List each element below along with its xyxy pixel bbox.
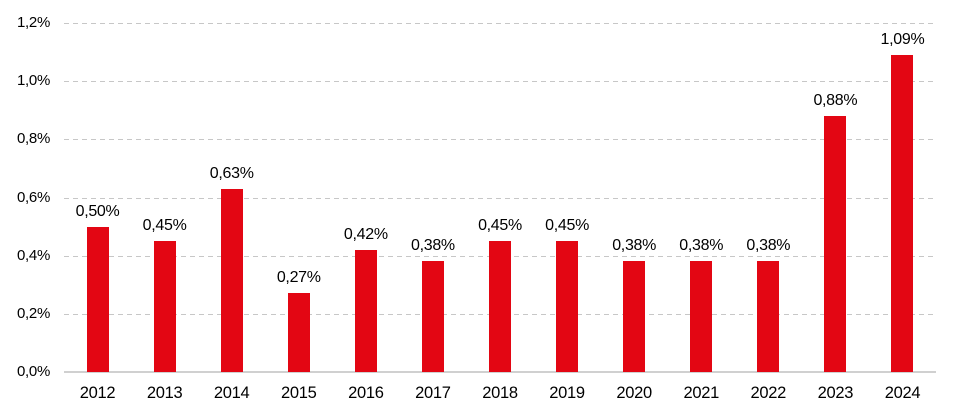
x-axis-tick-label: 2020 [616, 384, 652, 402]
x-axis-tick-label: 2021 [683, 384, 719, 402]
bar-2022 [757, 261, 780, 372]
x-axis-tick-label: 2022 [750, 384, 787, 402]
bar-2021 [690, 261, 713, 372]
bar-2013 [153, 241, 176, 372]
x-axis-tick-label: 2024 [884, 384, 921, 402]
x-axis-line [64, 371, 936, 373]
gridline [64, 197, 936, 199]
x-axis-tick-label: 2012 [79, 384, 116, 402]
bar-2015 [287, 293, 310, 372]
y-axis-tick-label: 1,0% [17, 72, 50, 90]
bar-2019 [556, 241, 579, 372]
y-axis-tick-label: 0,8% [17, 130, 50, 148]
bar-2012 [86, 226, 109, 372]
bar-2020 [623, 261, 646, 372]
y-axis-tick-label: 0,6% [17, 188, 50, 206]
bar-value-label: 1,09% [880, 30, 925, 48]
bar-2023 [824, 116, 847, 372]
bar-2017 [421, 261, 444, 372]
x-axis-tick-label: 2023 [817, 384, 854, 402]
bar-value-label: 0,88% [813, 92, 858, 110]
bar-value-label: 0,42% [343, 225, 388, 243]
bar-value-label: 0,27% [276, 269, 321, 287]
gridline [64, 81, 936, 83]
bar-2024 [891, 54, 914, 372]
bar-value-label: 0,45% [545, 217, 589, 235]
y-axis-tick-label: 0,0% [17, 363, 50, 380]
bar-value-label: 0,38% [612, 237, 657, 255]
x-axis-tick-label: 2019 [549, 384, 585, 402]
x-axis-tick-label: 2014 [213, 384, 250, 402]
bar-2018 [489, 241, 511, 372]
y-axis-tick-label: 1,2% [17, 14, 50, 31]
y-axis-tick-label: 0,4% [17, 246, 50, 264]
bar-value-label: 0,38% [746, 237, 791, 255]
bar-2014 [220, 188, 243, 372]
bar-2016 [354, 249, 377, 372]
bar-value-label: 0,45% [478, 217, 522, 235]
bar-value-label: 0,38% [679, 237, 724, 255]
x-axis-tick-label: 2015 [281, 384, 317, 402]
y-axis-tick-label: 0,2% [17, 304, 50, 322]
bar-value-label: 0,63% [209, 164, 254, 182]
bar-value-label: 0,50% [75, 202, 120, 220]
x-axis-tick-label: 2013 [146, 384, 183, 402]
bar-value-label: 0,38% [410, 237, 455, 255]
bar-value-label: 0,45% [142, 217, 187, 235]
x-axis-tick-label: 2018 [482, 384, 518, 402]
gridline [64, 23, 936, 24]
gridline [64, 139, 936, 141]
x-axis-tick-label: 2017 [415, 384, 451, 402]
x-axis-tick-label: 2016 [348, 384, 384, 402]
